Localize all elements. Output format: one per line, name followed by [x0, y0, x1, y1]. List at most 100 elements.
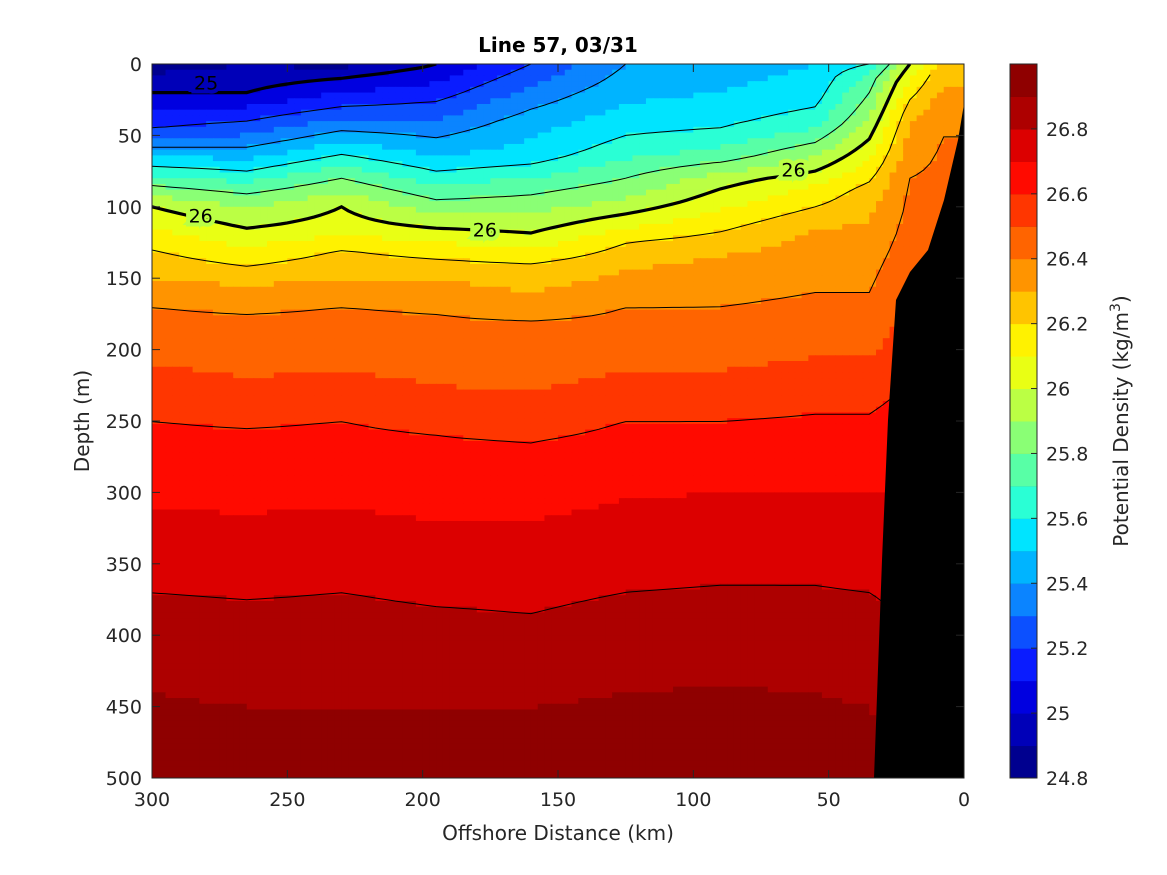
field-cell	[869, 201, 877, 208]
field-cell	[896, 178, 904, 185]
field-cell	[747, 263, 755, 271]
field-cell	[355, 229, 363, 236]
field-cell	[855, 269, 864, 276]
field-cell	[801, 263, 809, 271]
field-cell	[300, 132, 309, 139]
field-cell	[361, 178, 370, 185]
field-cell	[740, 206, 749, 214]
field-cell	[835, 218, 843, 225]
field-cell	[490, 121, 498, 128]
field-cell	[794, 64, 803, 71]
field-cell	[422, 206, 431, 214]
field-cell	[348, 155, 356, 162]
field-cell	[239, 121, 248, 128]
field-cell	[564, 172, 573, 179]
field-cell	[876, 183, 884, 191]
field-cell	[693, 241, 701, 248]
field-cell	[673, 218, 681, 225]
field-cell	[510, 195, 518, 202]
field-cell	[503, 269, 512, 276]
field-cell	[605, 64, 613, 71]
field-cell	[564, 241, 573, 248]
field-cell	[510, 223, 518, 231]
field-cell	[612, 143, 620, 151]
field-cell	[314, 143, 322, 151]
field-cell	[578, 246, 586, 254]
field-cell	[713, 109, 721, 117]
field-cell	[571, 183, 579, 191]
field-cell	[355, 155, 363, 162]
field-cell	[490, 206, 498, 214]
field-cell	[767, 121, 776, 128]
field-cell	[761, 115, 769, 122]
field-cell	[544, 172, 552, 179]
field-cell	[903, 223, 911, 231]
field-cell	[199, 281, 207, 288]
field-cell	[185, 241, 194, 248]
field-cell	[571, 138, 579, 145]
field-cell	[767, 103, 776, 111]
field-cell	[152, 189, 160, 196]
field-cell	[294, 115, 302, 122]
field-cell	[733, 75, 742, 82]
field-cell	[781, 86, 789, 94]
field-cell	[733, 132, 742, 139]
field-cell	[280, 172, 288, 179]
field-cell	[409, 98, 417, 105]
field-cell	[896, 81, 904, 88]
field-cell	[368, 121, 376, 128]
field-cell	[402, 178, 410, 185]
field-cell	[395, 212, 403, 219]
field-cell	[794, 183, 803, 191]
field-cell	[740, 86, 749, 94]
field-cell	[693, 109, 701, 117]
field-cell	[273, 183, 282, 191]
field-cell	[612, 155, 620, 162]
field-cell	[781, 81, 789, 88]
field-cell	[706, 172, 715, 179]
field-cell	[476, 132, 485, 139]
field-cell	[896, 138, 904, 145]
field-cell	[246, 103, 255, 111]
field-cell	[659, 103, 667, 111]
field-cell	[673, 69, 681, 77]
field-cell	[754, 269, 762, 276]
field-cell	[727, 155, 735, 162]
field-cell	[754, 201, 762, 208]
field-cell	[645, 263, 654, 271]
field-cell	[327, 258, 336, 265]
field-cell	[314, 103, 322, 111]
field-cell	[206, 109, 214, 117]
field-cell	[158, 281, 167, 288]
field-cell	[815, 292, 823, 299]
field-cell	[652, 115, 661, 122]
field-cell	[591, 149, 600, 156]
field-cell	[720, 103, 728, 111]
field-cell	[909, 81, 918, 88]
field-cell	[382, 126, 390, 134]
field-cell	[429, 246, 437, 254]
field-cell	[781, 246, 789, 254]
field-cell	[239, 183, 248, 191]
field-cell	[165, 138, 173, 145]
field-cell	[774, 98, 782, 105]
field-cell	[625, 183, 634, 191]
field-cell	[855, 86, 864, 94]
field-cell	[767, 258, 776, 265]
field-cell	[585, 155, 593, 162]
field-cell	[876, 138, 884, 145]
field-cell	[280, 223, 288, 231]
field-cell	[673, 183, 681, 191]
field-cell	[862, 241, 870, 248]
field-cell	[294, 246, 302, 254]
field-cell	[679, 178, 688, 185]
field-cell	[165, 235, 173, 242]
field-cell	[436, 183, 444, 191]
field-cell	[957, 75, 964, 82]
field-cell	[300, 121, 309, 128]
field-cell	[652, 229, 661, 236]
field-cell	[598, 132, 606, 139]
field-cell	[598, 64, 606, 71]
field-cell	[422, 212, 431, 219]
field-cell	[767, 281, 776, 288]
